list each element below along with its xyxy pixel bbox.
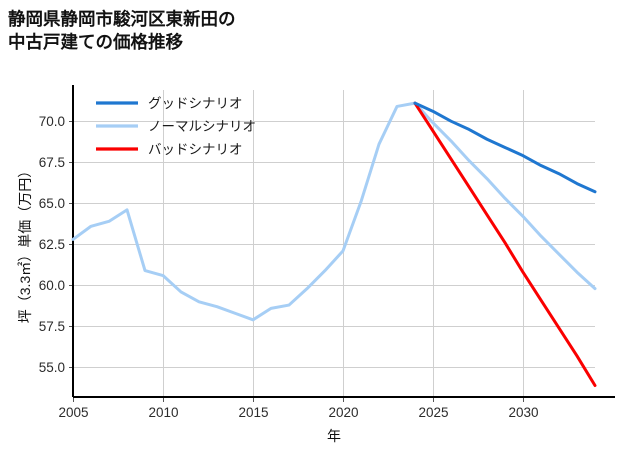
y-axis-title: 坪（3.3㎡）単価（万円）: [17, 164, 33, 323]
x-tick-label: 2025: [418, 405, 448, 420]
legend-label: バッドシナリオ: [148, 142, 243, 157]
y-tick-label: 60.0: [39, 278, 65, 293]
y-tick-label: 55.0: [39, 360, 65, 375]
x-tick-label: 2005: [58, 405, 88, 420]
x-tick-label: 2020: [328, 405, 358, 420]
y-tick-label: 67.5: [39, 155, 65, 170]
chart-title: 静岡県静岡市駿河区東新田の 中古戸建ての価格推移: [8, 9, 236, 53]
x-axis-title: 年: [327, 428, 341, 444]
y-tick-label: 70.0: [39, 114, 65, 129]
axis-spines-group: [71, 85, 615, 399]
x-tick-label: 2030: [508, 405, 538, 420]
gridlines-group: [73, 90, 595, 397]
axis-titles-group: 年 坪（3.3㎡）単価（万円）: [17, 164, 341, 444]
legend-label: ノーマルシナリオ: [148, 119, 256, 134]
x-tick-labels-group: 2005 2010 2015 2020 2025 2030: [58, 405, 538, 420]
series-line-good: [413, 101, 597, 194]
y-tick-label: 65.0: [39, 196, 65, 211]
y-tick-label: 57.5: [39, 319, 65, 334]
y-tick-labels-group: 55.0 57.5 60.0 62.5 65.0 67.5 70.0: [39, 114, 65, 375]
series-line-bad: [413, 101, 597, 388]
series-line-normal: [71, 101, 597, 322]
x-tick-label: 2015: [238, 405, 268, 420]
y-tick-label: 62.5: [39, 237, 65, 252]
data-series-group: [71, 101, 597, 388]
x-tick-label: 2010: [148, 405, 178, 420]
legend-label: グッドシナリオ: [148, 96, 243, 111]
